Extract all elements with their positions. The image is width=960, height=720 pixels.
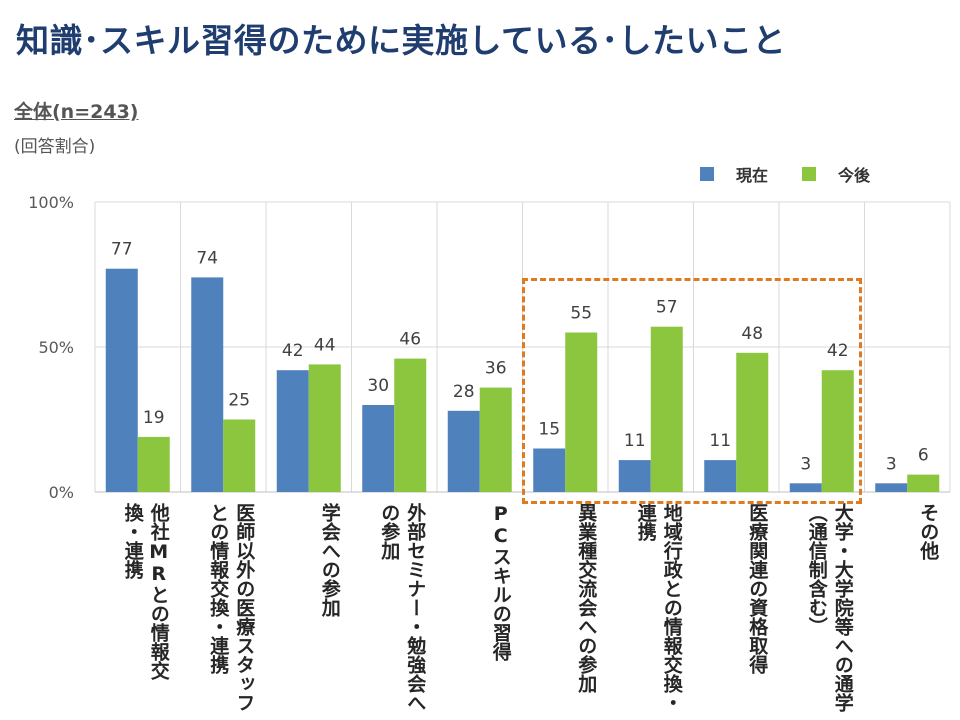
data-label-current: 42 — [282, 341, 304, 361]
bar-current — [105, 268, 138, 492]
category-label: 医療関連の資格取得 — [746, 503, 769, 674]
bar-current — [789, 483, 822, 492]
legend-label-future: 今後 — [838, 166, 871, 185]
data-label-future: 55 — [570, 304, 592, 324]
data-label-future: 42 — [827, 341, 849, 361]
category-label: 医師以外の医療スタッフとの情報交換・連携 — [207, 503, 256, 712]
bar-current — [191, 277, 224, 492]
bar-future — [223, 419, 256, 492]
data-label-future: 44 — [314, 335, 336, 355]
highlight-box — [522, 278, 862, 504]
subset-label: 全体(n=243) — [14, 101, 139, 123]
legend-item-current: 現在 — [700, 162, 768, 186]
legend-swatch-future — [802, 167, 817, 181]
bar-current — [618, 460, 651, 492]
category-label: 異業種交流会への参加 — [575, 503, 598, 693]
bar-future — [308, 364, 341, 492]
data-label-current: 74 — [196, 248, 218, 268]
bar-future — [650, 326, 683, 492]
answer-note: (回答割合) — [14, 137, 96, 157]
bar-future — [821, 370, 854, 492]
bar-current — [533, 448, 566, 492]
category-label: 地域行政との情報交換・連携 — [634, 503, 683, 712]
category-label: 外部セミナー・勉強会への参加 — [378, 503, 427, 712]
data-label-current: 28 — [453, 382, 475, 402]
bar-future — [137, 436, 170, 492]
y-tick-label: 50% — [38, 338, 74, 357]
data-label-current: 3 — [800, 454, 811, 474]
bar-current — [875, 483, 908, 492]
y-tick-label: 0% — [49, 483, 74, 502]
bar-future — [907, 474, 940, 492]
data-label-current: 77 — [111, 240, 133, 260]
category-label: 大学・大学院等への通学（通信制含む） — [805, 503, 854, 712]
data-label-current: 30 — [367, 376, 389, 396]
data-label-current: 3 — [886, 454, 897, 474]
data-label-future: 19 — [143, 408, 165, 428]
data-label-future: 57 — [656, 298, 678, 318]
bar-future — [565, 332, 598, 492]
page-title: 知識･スキル習得のために実施している･したいこと — [16, 21, 787, 60]
legend-item-future: 今後 — [802, 162, 870, 186]
data-label-future: 25 — [228, 391, 250, 411]
data-label-current: 11 — [624, 431, 646, 451]
data-label-current: 15 — [538, 420, 560, 440]
data-label-current: 11 — [709, 431, 731, 451]
category-label: 学会への参加 — [318, 503, 341, 617]
y-tick-label: 100% — [28, 193, 74, 212]
bar-future — [736, 352, 769, 492]
data-label-future: 46 — [399, 330, 421, 350]
bar-future — [394, 358, 427, 492]
legend-swatch-current — [700, 167, 714, 181]
data-label-future: 36 — [485, 359, 507, 379]
bar-future — [479, 387, 512, 492]
data-label-future: 48 — [741, 324, 763, 344]
legend-label-current: 現在 — [736, 166, 769, 185]
chart-legend: 現在 今後 — [700, 162, 904, 186]
bar-current — [362, 405, 395, 492]
category-label: その他 — [917, 503, 940, 560]
bar-current — [276, 370, 309, 492]
bar-current — [704, 460, 737, 492]
category-label: 他社MRとの情報交換・連携 — [121, 503, 170, 680]
data-label-future: 6 — [918, 446, 929, 466]
category-label: PCスキルの習得 — [489, 503, 512, 661]
bar-current — [447, 410, 480, 492]
